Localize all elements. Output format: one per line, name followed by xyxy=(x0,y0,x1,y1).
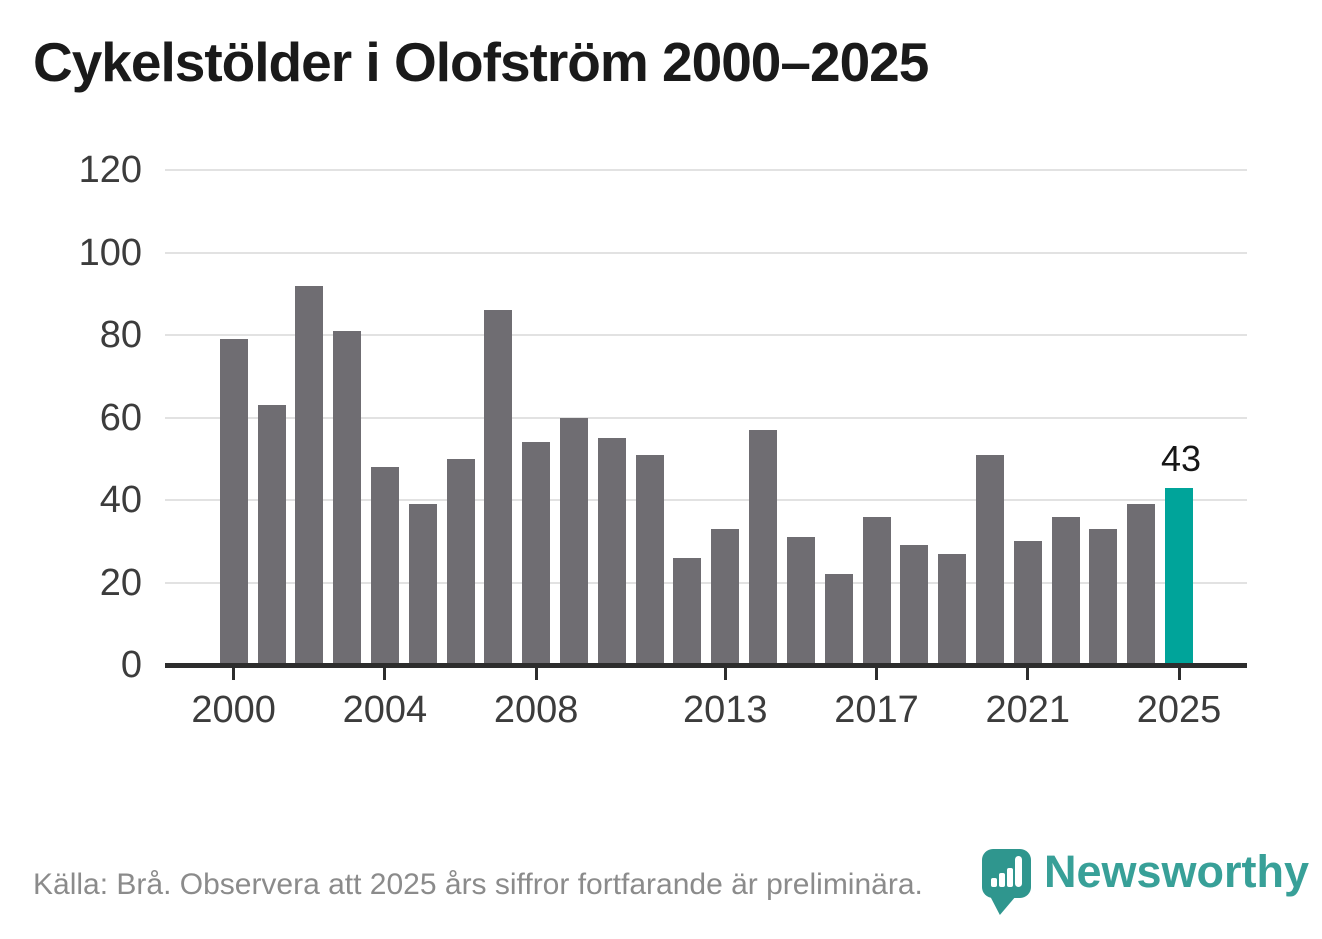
gridline-20 xyxy=(165,581,1247,584)
gridline-40 xyxy=(165,499,1247,501)
x-tick-2013 xyxy=(723,666,727,680)
y-tick-label-20: 20 xyxy=(99,561,142,604)
bar-2021 xyxy=(1013,541,1042,665)
x-tick-2025 xyxy=(1177,666,1181,680)
x-tick-2004 xyxy=(383,666,387,680)
y-tick-label-60: 60 xyxy=(99,396,142,439)
bar-2005 xyxy=(408,504,437,665)
y-tick-label-0: 0 xyxy=(120,644,142,686)
y-tick-label-120: 120 xyxy=(78,149,142,191)
bar-2009 xyxy=(560,417,588,665)
highlight-value-label: 43 xyxy=(1160,437,1202,479)
bar-2022 xyxy=(1051,516,1080,665)
y-tick-label-80: 80 xyxy=(99,314,142,356)
bar-2012 xyxy=(673,557,702,665)
gridline-80 xyxy=(165,334,1247,336)
bar-2025 xyxy=(1165,487,1193,665)
bar-2007 xyxy=(484,310,513,665)
bar-2023 xyxy=(1089,528,1118,665)
bar-2002 xyxy=(295,285,324,665)
y-tick-label-100: 100 xyxy=(78,231,142,274)
bar-2015 xyxy=(786,537,815,665)
bar-2020 xyxy=(975,454,1004,665)
newsworthy-wordmark: Newsworthy xyxy=(1044,846,1310,897)
x-tick-2017 xyxy=(875,666,878,680)
logo-bar-icon xyxy=(1015,856,1022,887)
x-tick-2000 xyxy=(232,666,236,680)
bar-2011 xyxy=(635,454,664,665)
x-tick-2021 xyxy=(1026,666,1030,680)
x-axis-line xyxy=(165,663,1247,668)
logo-bar-icon xyxy=(1007,868,1013,887)
bar-2024 xyxy=(1127,504,1156,665)
chart-title: Cykelstölder i Olofström 2000–2025 xyxy=(33,31,929,93)
bar-2008 xyxy=(522,442,551,665)
bar-2016 xyxy=(824,574,853,665)
newsworthy-logo: Newsworthy xyxy=(982,846,1322,929)
bar-2000 xyxy=(219,339,248,665)
bar-2010 xyxy=(597,438,626,665)
logo-pin-tail xyxy=(990,896,1016,915)
newsworthy-pin-barchart-icon xyxy=(982,849,1031,898)
x-tick-label-2000: 2000 xyxy=(191,689,276,731)
x-tick-label-2004: 2004 xyxy=(342,689,428,731)
bar-2013 xyxy=(711,528,740,665)
x-tick-label-2008: 2008 xyxy=(493,689,579,731)
gridline-100 xyxy=(165,251,1247,254)
gridline-120 xyxy=(165,169,1247,171)
bar-2006 xyxy=(446,458,475,665)
y-tick-label-40: 40 xyxy=(99,479,142,521)
source-note: Källa: Brå. Observera att 2025 års siffr… xyxy=(33,868,923,901)
bar-2014 xyxy=(749,429,778,665)
x-tick-2008 xyxy=(534,666,538,680)
bar-2017 xyxy=(862,516,891,665)
x-tick-label-2013: 2013 xyxy=(682,689,768,731)
x-tick-label-2025: 2025 xyxy=(1136,689,1222,731)
bar-2018 xyxy=(900,545,929,665)
gridline-60 xyxy=(165,416,1247,419)
logo-bar-icon xyxy=(999,873,1005,887)
bar-2003 xyxy=(333,330,362,665)
bar-2001 xyxy=(257,405,286,665)
x-tick-label-2021: 2021 xyxy=(985,689,1071,731)
logo-bar-icon xyxy=(991,878,997,887)
bar-2019 xyxy=(938,553,967,665)
x-tick-label-2017: 2017 xyxy=(834,689,919,731)
bar-2004 xyxy=(370,467,399,665)
